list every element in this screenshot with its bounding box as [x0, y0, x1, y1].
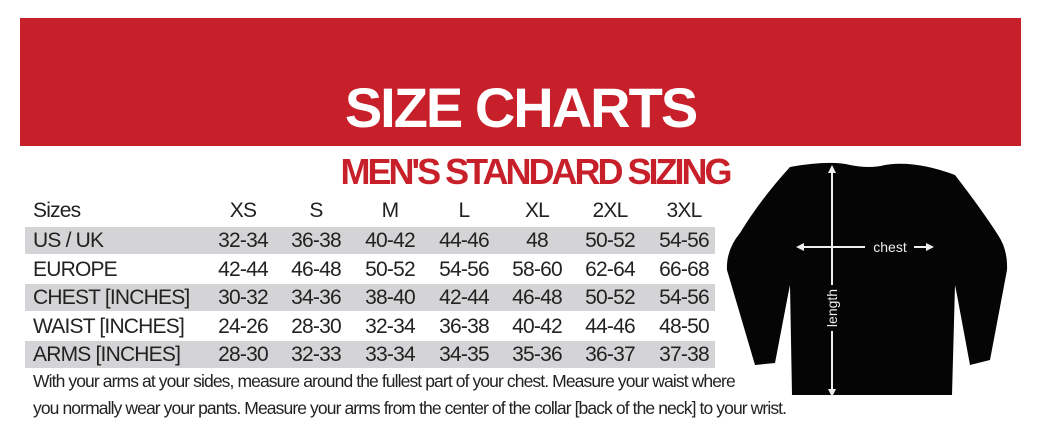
- table-cell: 36-38: [439, 314, 490, 338]
- table-cell: 50-52: [365, 257, 416, 281]
- table-header-row: Sizes XS S M L XL 2XL 3XL: [25, 197, 715, 224]
- table-cell: 58-60: [512, 257, 563, 281]
- table-cell: 28-30: [218, 343, 269, 366]
- table-cell: 3XL: [666, 199, 703, 222]
- table-cell: 34-35: [439, 343, 490, 366]
- table-row: EUROPE 42-44 46-48 50-52 54-56 58-60 62-64 66-6…: [25, 256, 715, 283]
- row-label: CHEST [INCHES]: [33, 286, 190, 309]
- table-row: WAIST [INCHES] 24-26 28-30 32-34 36-38 40-42 4…: [25, 313, 715, 340]
- section-title: MEN'S STANDARD SIZING: [340, 151, 733, 192]
- table-cell: XS: [229, 199, 257, 222]
- table-cell: 2XL: [592, 199, 629, 222]
- table-cell: 48-50: [659, 314, 710, 338]
- table-row: CHEST [INCHES] 30-32 34-36 38-40 42-44 46-48 5…: [25, 284, 715, 311]
- length-label: length: [824, 289, 840, 327]
- table-cell: XL: [524, 199, 550, 222]
- sweater-diagram: chest length: [726, 162, 1008, 397]
- table-cell: 34-36: [291, 286, 342, 309]
- table-cell: 54-56: [659, 229, 710, 252]
- table-cell: 48: [526, 229, 549, 252]
- table-cell: 40-42: [512, 314, 563, 338]
- row-label: Sizes: [33, 199, 81, 222]
- table-cell: 66-68: [659, 257, 710, 281]
- table-cell: 28-30: [291, 314, 342, 338]
- table-cell: 36-37: [585, 343, 636, 366]
- table-cell: 46-48: [291, 257, 342, 281]
- table-cell: 32-34: [218, 229, 269, 252]
- row-label: WAIST [INCHES]: [33, 314, 185, 338]
- table-cell: 42-44: [439, 286, 490, 309]
- table-cell: 32-33: [291, 343, 342, 366]
- table-cell: 38-40: [365, 286, 416, 309]
- table-cell: 35-36: [512, 343, 563, 366]
- table-cell: 44-46: [439, 229, 490, 252]
- table-cell: S: [309, 199, 323, 222]
- table-row: US / UK 32-34 36-38 40-42 44-46 48 50-52 54-56: [25, 227, 715, 254]
- table-cell: 30-32: [218, 286, 269, 309]
- table-cell: 50-52: [585, 229, 636, 252]
- row-label: US / UK: [33, 229, 104, 252]
- measure-note-line-2: you normally wear your pants. Measure yo…: [33, 398, 787, 418]
- table-cell: 62-64: [585, 257, 636, 281]
- table-cell: 54-56: [439, 257, 490, 281]
- chest-label: chest: [873, 239, 907, 255]
- header-banner: SIZE CHARTS: [20, 18, 1021, 146]
- sweater-silhouette: [726, 162, 1008, 395]
- table-cell: 24-26: [218, 314, 269, 338]
- table-cell: 36-38: [291, 229, 342, 252]
- row-label: EUROPE: [33, 257, 118, 281]
- table-cell: M: [381, 199, 400, 222]
- table-cell: 32-34: [365, 314, 416, 338]
- table-cell: 46-48: [512, 286, 563, 309]
- measure-note-line-1: With your arms at your sides, measure ar…: [33, 371, 736, 391]
- table-cell: 33-34: [365, 343, 416, 366]
- table-cell: 37-38: [659, 343, 710, 366]
- page-title: SIZE CHARTS: [344, 76, 698, 139]
- table-row: ARMS [INCHES] 28-30 32-33 33-34 34-35 35-36 36…: [25, 341, 715, 368]
- table-cell: L: [458, 199, 471, 222]
- table-cell: 54-56: [659, 286, 710, 309]
- table-cell: 42-44: [218, 257, 269, 281]
- table-cell: 44-46: [585, 314, 636, 338]
- table-cell: 40-42: [365, 229, 416, 252]
- row-label: ARMS [INCHES]: [33, 343, 181, 366]
- table-cell: 50-52: [585, 286, 636, 309]
